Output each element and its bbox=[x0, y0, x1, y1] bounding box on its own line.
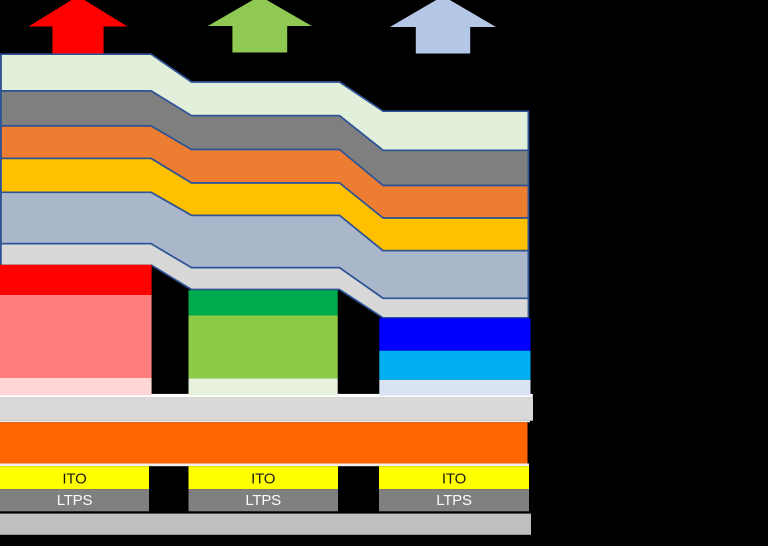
svg-text:LTPS: LTPS bbox=[245, 492, 281, 509]
svg-text:ITO: ITO bbox=[442, 470, 466, 487]
svg-text:LTPS: LTPS bbox=[436, 492, 472, 509]
svg-text:LTPS: LTPS bbox=[57, 492, 93, 509]
svg-text:ITO: ITO bbox=[62, 470, 86, 487]
svg-text:ITO: ITO bbox=[251, 470, 275, 487]
